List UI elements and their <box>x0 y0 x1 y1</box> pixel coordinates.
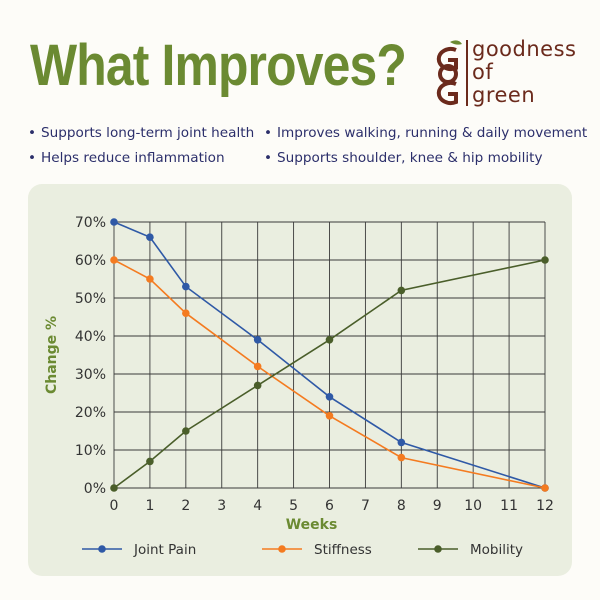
series-mobility <box>110 256 549 492</box>
chart-grid <box>113 221 546 489</box>
y-tick-label: 40% <box>75 329 106 345</box>
data-point <box>182 427 190 435</box>
legend-swatch-marker <box>434 545 442 553</box>
data-point <box>253 362 262 371</box>
legend-item: Mobility <box>418 542 523 558</box>
data-point <box>397 453 406 462</box>
x-axis-title: Weeks <box>286 517 338 533</box>
data-point <box>325 412 334 420</box>
data-point <box>146 457 154 466</box>
legend-label: Mobility <box>470 542 523 558</box>
data-point <box>397 286 406 295</box>
x-tick-label: 5 <box>289 498 298 514</box>
x-tick-label: 8 <box>397 498 406 514</box>
y-axis-title: Change % <box>44 316 60 394</box>
x-tick-label: 7 <box>361 498 370 514</box>
y-tick-label: 70% <box>75 215 106 231</box>
x-tick-label: 1 <box>145 498 154 514</box>
page-title: What Improves? <box>30 33 407 98</box>
x-tick-label: 0 <box>110 498 119 514</box>
benefit-item: Helps reduce inflammation <box>28 150 225 166</box>
data-point <box>146 275 154 283</box>
legend-label: Stiffness <box>314 542 372 558</box>
legend-swatch-marker <box>278 545 286 553</box>
benefit-item: Supports long-term joint health <box>28 125 254 141</box>
legend-label: Joint Pain <box>133 542 196 558</box>
data-point <box>110 218 118 226</box>
x-tick-label: 11 <box>500 498 518 514</box>
y-tick-label: 20% <box>75 405 106 421</box>
brand-logo: goodness of green <box>428 38 588 110</box>
x-tick-label: 2 <box>181 498 190 514</box>
brand-line-3: green <box>472 83 536 107</box>
x-tick-label: 6 <box>325 498 334 514</box>
data-point <box>110 484 118 492</box>
data-point <box>182 309 190 318</box>
legend-item: Stiffness <box>262 542 372 558</box>
data-point <box>182 282 190 291</box>
brand-line-1: goodness <box>472 37 577 61</box>
y-tick-label: 0% <box>84 481 106 497</box>
benefit-item: Supports shoulder, knee & hip mobility <box>264 150 542 166</box>
y-tick-label: 10% <box>75 443 106 459</box>
y-tick-label: 60% <box>75 253 106 269</box>
data-point <box>253 381 262 390</box>
data-point <box>325 336 334 344</box>
y-tick-label: 50% <box>75 291 106 307</box>
legend-swatch-marker <box>98 545 106 553</box>
data-point <box>541 484 549 492</box>
x-tick-label: 10 <box>464 498 482 514</box>
data-point <box>325 393 334 401</box>
x-tick-label: 4 <box>253 498 262 514</box>
x-tick-label: 12 <box>536 498 554 514</box>
data-point <box>397 438 406 447</box>
y-tick-label: 30% <box>75 367 106 383</box>
data-point <box>146 233 154 241</box>
brand-line-2: of <box>472 60 494 84</box>
data-point <box>253 336 262 344</box>
gog-monogram-icon <box>436 40 462 105</box>
chart-panel <box>28 184 572 576</box>
legend-item: Joint Pain <box>82 542 196 558</box>
data-point <box>110 256 118 264</box>
x-tick-label: 3 <box>217 498 226 514</box>
data-point <box>541 256 549 264</box>
benefit-item: Improves walking, running & daily moveme… <box>264 125 587 141</box>
x-tick-label: 9 <box>433 498 442 514</box>
series-stiffness <box>110 256 549 492</box>
